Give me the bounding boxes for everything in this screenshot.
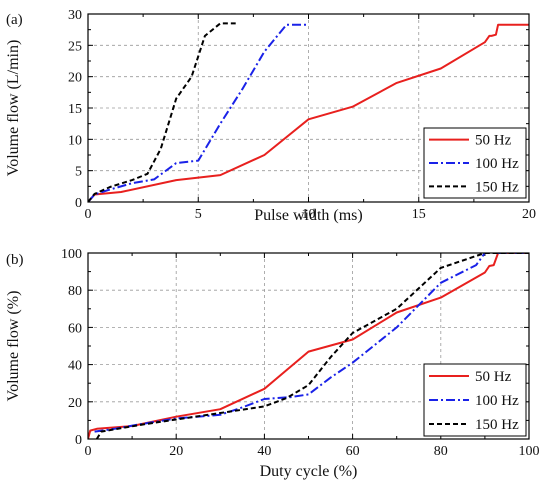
chart-a-plot-frame (87, 13, 530, 203)
chart-b-legend-label-150hz: 150 Hz (475, 417, 519, 433)
chart-b-series-line-50hz (88, 253, 529, 439)
chart-a-legend: 50 Hz 100 Hz 150 Hz (423, 127, 527, 199)
chart-b-xtick-label: 40 (257, 444, 271, 459)
chart-b-xtick-label: 100 (519, 444, 540, 459)
chart-b-xtick-label: 60 (346, 444, 360, 459)
chart-a-series-line-100hz (88, 23, 309, 202)
chart-a-legend-label-150hz: 150 Hz (475, 179, 519, 195)
chart-b-xtick-label: 80 (434, 444, 448, 459)
chart-panel-b: 0 20 40 60 80 100 0 20 40 60 80 100 Duty cycle (%) Vo… (5, 247, 540, 480)
chart-a-xtick-label: 20 (522, 207, 536, 222)
chart-b-panel-label: (b) (6, 252, 24, 268)
chart-b-xtick-label: 20 (169, 444, 183, 459)
chart-b-ytick-label: 60 (68, 321, 82, 336)
chart-b-y-axis-label: Volume flow (%) (5, 291, 22, 402)
chart-b-ytick-label: 40 (68, 359, 82, 374)
chart-a-x-axis-label: Pulse width (ms) (254, 207, 362, 224)
chart-a-xtick-label: 15 (412, 207, 426, 222)
chart-a-xtick-label: 10 (302, 207, 316, 222)
chart-a-ytick-label: 25 (68, 39, 82, 54)
chart-a-ytick-label: 10 (68, 133, 82, 148)
chart-a-legend-label-100hz: 100 Hz (475, 156, 519, 172)
chart-a-legend-label-50hz: 50 Hz (475, 133, 512, 149)
chart-b-legend-label-100hz: 100 Hz (475, 393, 519, 409)
chart-a-panel-label: (a) (6, 12, 23, 28)
chart-b-x-axis-label: Duty cycle (%) (260, 463, 358, 480)
chart-a-ytick-label: 0 (75, 196, 82, 211)
chart-a-series-line-150hz (88, 22, 236, 202)
chart-b-ytick-label: 20 (68, 396, 82, 411)
chart-a-ytick-label: 5 (75, 165, 82, 180)
chart-b-ytick-label: 0 (75, 433, 82, 448)
chart-a-ytick-label: 15 (68, 102, 82, 117)
chart-b-legend-label-50hz: 50 Hz (475, 369, 512, 385)
chart-b-legend: 50 Hz 100 Hz 150 Hz (423, 363, 527, 437)
chart-a-xtick-label: 0 (85, 207, 92, 222)
chart-b-ytick-label: 80 (68, 284, 82, 299)
chart-b-ytick-label: 100 (61, 247, 82, 262)
chart-b-plot-frame (87, 252, 530, 440)
chart-a-series-line-50hz (88, 23, 529, 202)
chart-a-xtick-label: 5 (195, 207, 202, 222)
chart-panel-a: 0 5 10 15 20 0 5 10 15 20 25 30 Pulse width (ms) Volu… (5, 8, 536, 224)
chart-b-xtick-label: 0 (85, 444, 92, 459)
chart-a-ytick-label: 30 (68, 8, 82, 23)
chart-a-y-axis-label: Volume flow (L/min) (5, 40, 22, 177)
chart-a-ytick-label: 20 (68, 71, 82, 86)
